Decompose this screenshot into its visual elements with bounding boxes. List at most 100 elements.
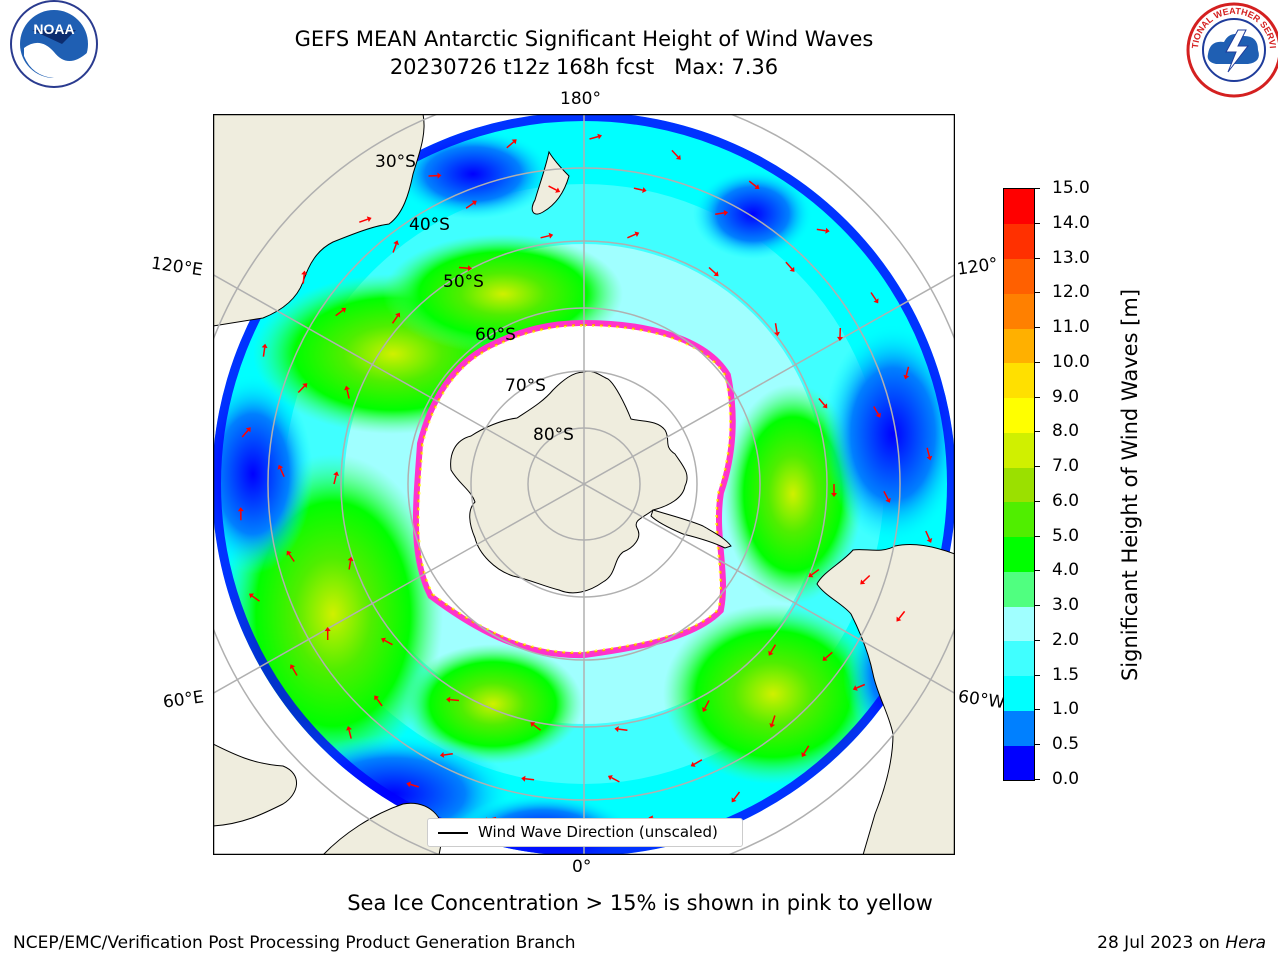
wind-arrow-head xyxy=(374,695,380,701)
colorbar-segment xyxy=(1004,293,1034,329)
colorbar-title: Significant Height of Wind Waves [m] xyxy=(1118,288,1142,682)
colorbar-segment xyxy=(1004,467,1034,503)
wind-arrow-head xyxy=(437,172,442,179)
wind-arrow-shaft xyxy=(715,212,725,215)
wind-arrow-shaft xyxy=(693,759,703,765)
colorbar-segment xyxy=(1004,745,1034,781)
wind-arrow-shaft xyxy=(297,385,306,394)
wind-arrow-head xyxy=(289,664,296,670)
meridian-label-0: 0° xyxy=(572,857,592,877)
colorbar-tick-mark xyxy=(1034,500,1040,502)
wind-arrow-head xyxy=(607,775,613,781)
wind-arrow-shaft xyxy=(733,791,741,800)
wind-arrow-head xyxy=(634,231,640,237)
wind-arrow-shaft xyxy=(392,243,397,253)
wind-arrow-shaft xyxy=(926,447,931,457)
wind-arrow-head xyxy=(286,550,292,556)
wind-arrow-head xyxy=(926,538,933,543)
wind-arrow-head xyxy=(406,781,412,788)
colorbar-tick-mark xyxy=(1034,779,1040,780)
colorbar-tick-mark xyxy=(1034,327,1040,329)
colorbar-tick-label: 6.0 xyxy=(1052,490,1080,511)
wind-arrow-shaft xyxy=(589,135,599,140)
colorbar-segment xyxy=(1004,432,1034,468)
new-zealand-landmass xyxy=(531,150,570,215)
antarctica-landmass xyxy=(450,370,688,594)
antarctic-map: 30°S 40°S 50°S 60°S 70°S 80°S Wind Wave … xyxy=(213,114,955,855)
lat-label-30s: 30°S xyxy=(375,152,416,172)
wind-arrow-shaft xyxy=(262,347,266,357)
colorbar-tick-mark xyxy=(1034,570,1040,572)
sea-ice-footnote: Sea Ice Concentration > 15% is shown in … xyxy=(347,891,933,915)
nws-logo-icon: NATIONAL WEATHER SERVICE xyxy=(1178,0,1278,98)
wind-arrow-shaft xyxy=(671,149,679,158)
wind-arrow-shaft xyxy=(803,745,810,754)
wind-arrow-head xyxy=(439,752,445,758)
wind-arrow-shaft xyxy=(376,698,383,707)
lat-label-80s: 80°S xyxy=(533,425,574,445)
wind-arrow-head xyxy=(801,752,807,757)
africa-landmass xyxy=(213,743,297,827)
wind-arrow-head xyxy=(822,403,828,409)
wind-arrow-shaft xyxy=(811,568,820,576)
wind-arrow-head xyxy=(261,343,268,349)
wind-arrow-shaft xyxy=(443,753,453,756)
wind-arrow-shaft xyxy=(825,651,833,659)
colorbar-tick-label: 11.0 xyxy=(1052,317,1090,338)
wind-arrow-head xyxy=(446,696,451,703)
meridian-label-120w: 120° xyxy=(955,254,1000,280)
colorbar-segment xyxy=(1004,397,1034,433)
colorbar-tick-label: 1.0 xyxy=(1052,699,1080,720)
colorbar-tick-label: 1.5 xyxy=(1052,664,1080,685)
colorbar-tick-mark xyxy=(1034,188,1040,189)
wind-arrow-head xyxy=(277,464,284,470)
colorbar-tick-mark xyxy=(1034,709,1040,711)
wind-arrow-head xyxy=(302,383,308,388)
wind-arrow-head xyxy=(831,493,837,497)
legend-line-swatch xyxy=(438,832,468,834)
wind-arrow-head xyxy=(926,455,933,461)
production-machine: Hera xyxy=(1225,933,1266,953)
colorbar-segment xyxy=(1004,710,1034,746)
colorbar-segment xyxy=(1004,675,1034,711)
wind-arrow-head xyxy=(690,761,696,767)
wind-arrow-shaft xyxy=(748,180,757,188)
wind-arrow-head xyxy=(903,374,910,380)
colorbar-segment xyxy=(1004,189,1034,225)
colorbar-segment xyxy=(1004,536,1034,572)
wind-arrow-head xyxy=(366,216,372,222)
wind-arrow-head xyxy=(301,270,308,275)
wind-arrow-shaft xyxy=(816,228,826,232)
wind-arrow-shaft xyxy=(525,777,535,781)
colorbar-tick-mark xyxy=(1034,396,1040,398)
wind-arrow-head xyxy=(675,154,681,160)
wind-arrow-shaft xyxy=(870,292,877,301)
meridian-label-60e: 60°E xyxy=(161,687,206,713)
wind-arrow-head xyxy=(347,556,354,562)
meridian-label-60w: 60°W xyxy=(956,686,1007,714)
production-date-text: 28 Jul 2023 on xyxy=(1097,933,1226,953)
colorbar-tick-mark xyxy=(1034,535,1040,537)
colorbar-tick-label: 0.0 xyxy=(1052,769,1080,789)
wind-arrow-shaft xyxy=(633,187,643,191)
wind-arrow-shaft xyxy=(618,728,628,731)
wind-arrow-shaft xyxy=(611,777,620,783)
wind-arrow-head xyxy=(860,579,866,585)
wind-arrow-shaft xyxy=(333,475,337,485)
colorbar-tick-label: 13.0 xyxy=(1052,247,1090,268)
lat-label-70s: 70°S xyxy=(505,376,546,396)
wind-arrow-head xyxy=(642,187,647,193)
wind-arrow-shaft xyxy=(818,398,826,406)
wind-arrow-head xyxy=(245,427,251,433)
wind-arrow-shaft xyxy=(856,683,866,689)
wind-arrow-head xyxy=(713,271,719,277)
map-title: GEFS MEAN Antarctic Significant Height o… xyxy=(294,27,874,51)
wind-arrow-head xyxy=(852,685,858,691)
wind-arrow-head xyxy=(808,572,814,578)
meridian-label-120e: 120°E xyxy=(149,253,204,281)
wind-arrow-head xyxy=(597,133,602,140)
colorbar-tick-mark xyxy=(1034,431,1040,433)
wind-arrow-head xyxy=(614,726,619,733)
colorbar-tick-mark xyxy=(1034,361,1040,363)
wind-arrow-shaft xyxy=(708,266,717,275)
